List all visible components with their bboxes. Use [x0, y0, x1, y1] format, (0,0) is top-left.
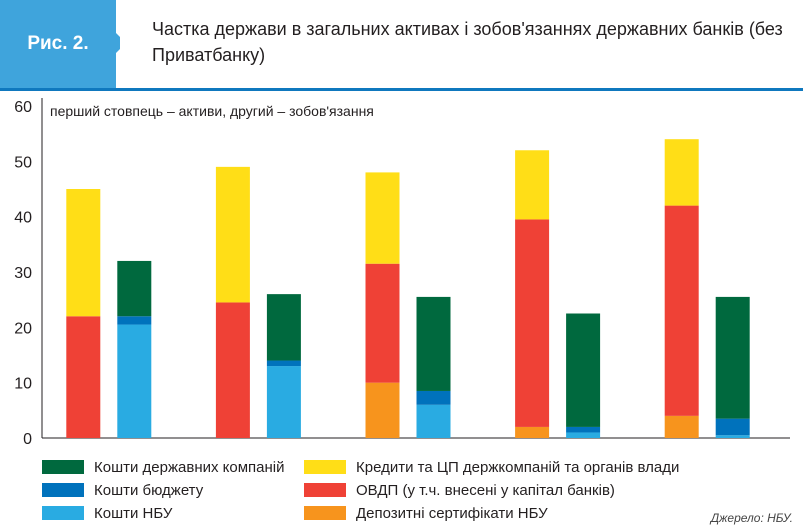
badge-shape	[0, 0, 120, 88]
bar-assets-2014	[215, 302, 250, 438]
legend-swatch	[42, 483, 84, 498]
bar-assets-2016	[515, 426, 550, 438]
figure-number: Рис. 2.	[27, 33, 89, 54]
legend-label: Кошти бюджету	[94, 482, 204, 499]
legend-swatch	[304, 506, 346, 521]
bar-assets-I2017	[664, 139, 699, 206]
bar-liabilities-2013	[117, 260, 152, 317]
y-tick-label: 30	[14, 265, 32, 282]
bar-assets-2015	[365, 263, 400, 383]
bar-assets-I2017	[664, 415, 699, 438]
figure-badge	[0, 0, 120, 88]
header-rule	[0, 88, 803, 91]
bar-assets-2014	[215, 166, 250, 303]
x-tick-label: I.2017	[689, 449, 734, 450]
legend-item: Кредити та ЦП держкомпаній та органів вл…	[304, 458, 679, 478]
bar-liabilities-2014	[266, 294, 301, 361]
bar-assets-2015	[365, 172, 400, 264]
bar-liabilities-2014	[266, 366, 301, 438]
y-tick-label: 50	[14, 154, 32, 171]
legend-item: Депозитні сертифікати НБУ	[304, 504, 548, 524]
chart-annotation: перший стовпець – активи, другий – зобов…	[50, 103, 374, 119]
x-tick-label: 2015	[394, 449, 430, 450]
bar-liabilities-2016	[566, 313, 601, 427]
legend-item: Кошти НБУ	[42, 504, 172, 524]
legend-item: ОВДП (у т.ч. внесені у капітал банків)	[304, 481, 615, 501]
y-tick-label: 40	[14, 210, 32, 227]
bar-assets-2015	[365, 382, 400, 438]
bar-assets-2013	[66, 189, 101, 317]
legend-label: Кредити та ЦП держкомпаній та органів вл…	[356, 459, 680, 476]
legend-swatch	[304, 483, 346, 498]
legend-label: Депозитні сертифікати НБУ	[356, 505, 548, 522]
figure-title: Частка держави в загальних активах і зоб…	[152, 19, 783, 65]
legend-swatch	[304, 460, 346, 475]
stacked-bar-chart: 0 10 20 30 40 50 60 перший стовпець – активи, д…	[14, 98, 790, 450]
x-tick-label: 2016	[544, 449, 580, 450]
y-tick-label: 0	[23, 431, 32, 448]
y-tick-label: 60	[14, 99, 32, 116]
x-tick-label: 2014	[245, 449, 281, 450]
bar-liabilities-2014	[266, 360, 301, 367]
legend-label: ОВДП (у т.ч. внесені у капітал банків)	[356, 482, 615, 499]
source-note: Джерело: НБУ.	[710, 511, 793, 525]
y-tick-label: 10	[14, 376, 32, 393]
bar-liabilities-I2017	[715, 418, 750, 436]
bar-assets-2016	[515, 219, 550, 427]
x-tick-label: 2013	[95, 449, 131, 450]
bar-liabilities-2016	[566, 432, 601, 438]
bar-liabilities-2013	[117, 316, 152, 325]
bar-assets-2016	[515, 150, 550, 220]
legend-swatch	[42, 460, 84, 475]
legend-item: Кошти державних компаній	[42, 458, 285, 478]
y-tick-label: 20	[14, 320, 32, 337]
bar-assets-2013	[66, 316, 101, 438]
legend-label: Кошти НБУ	[94, 505, 173, 522]
bar-liabilities-2013	[117, 324, 152, 438]
bar-liabilities-I2017	[715, 435, 750, 438]
bar-liabilities-2015	[416, 390, 451, 405]
bar-liabilities-2016	[566, 426, 601, 433]
bar-assets-I2017	[664, 205, 699, 416]
bar-liabilities-2015	[416, 296, 451, 391]
bar-liabilities-I2017	[715, 296, 750, 419]
legend-swatch	[42, 506, 84, 521]
bar-liabilities-2015	[416, 404, 451, 438]
legend-label: Кошти державних компаній	[94, 459, 285, 476]
legend-item: Кошти бюджету	[42, 481, 203, 501]
